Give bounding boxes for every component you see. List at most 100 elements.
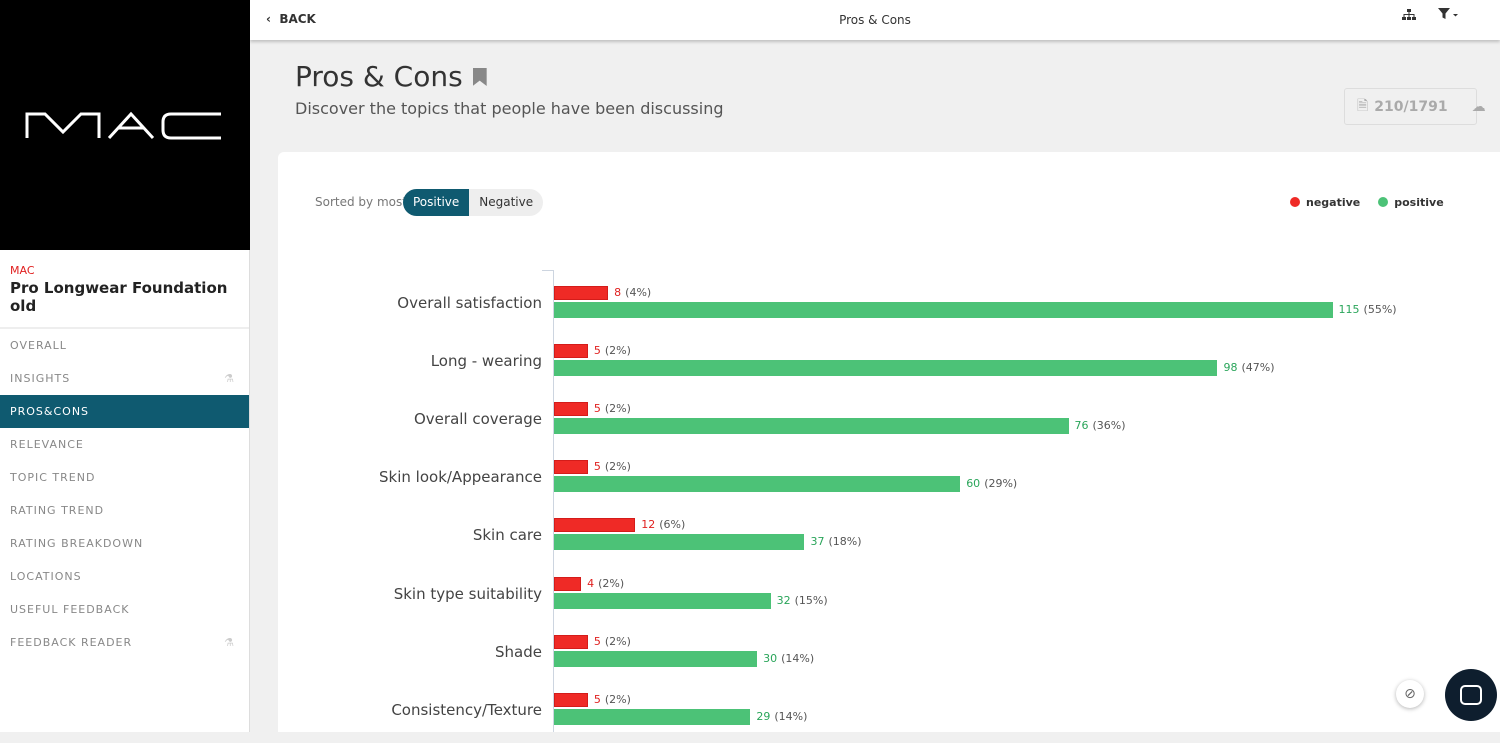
sidebar-item-rating-breakdown[interactable]: RATING BREAKDOWN — [0, 527, 249, 560]
category-label: Consistency/Texture — [391, 700, 542, 719]
negative-value-label: 12 (6%) — [641, 518, 686, 532]
mac-logo — [25, 111, 221, 140]
negative-bar[interactable] — [554, 402, 588, 417]
negative-value-label: 5 (2%) — [593, 634, 631, 648]
brand-logo — [0, 0, 250, 250]
negative-bar[interactable] — [554, 460, 588, 475]
sidebar-item-locations[interactable]: LOCATIONS — [0, 560, 249, 593]
positive-value-label: 29 (14%) — [756, 709, 808, 723]
sort-label: Sorted by most — [315, 195, 407, 209]
sitemap-icon[interactable] — [1402, 9, 1416, 25]
chart-axis — [553, 270, 554, 732]
chart-card — [278, 152, 1500, 732]
sidebar-item-rating-trend[interactable]: RATING TREND — [0, 494, 249, 527]
negative-bar[interactable] — [554, 634, 588, 649]
flask-icon: ⚗ — [224, 372, 235, 385]
sidebar-item-label: PROS&CONS — [10, 405, 90, 418]
sidebar-item-insights[interactable]: INSIGHTS ⚗ — [0, 362, 249, 395]
top-bar: ‹ BACK Pros & Cons — [250, 0, 1500, 40]
axis-tick — [542, 270, 553, 271]
chart-row: Consistency/Texture 5 (2%) 29 (14%) — [0, 692, 1500, 743]
sort-negative-button[interactable]: Negative — [479, 195, 534, 209]
positive-bar[interactable] — [554, 534, 805, 551]
page-title: Pros & Cons — [295, 60, 487, 93]
chart-row: Skin care 12 (6%) 37 (18%) — [0, 518, 1500, 568]
brand-name: MAC — [10, 264, 35, 277]
chevron-left-icon: ‹ — [266, 12, 271, 26]
positive-bar[interactable] — [554, 418, 1069, 435]
sidebar-item-pros-cons[interactable]: PROS&CONS — [0, 395, 249, 428]
category-label: Overall satisfaction — [397, 294, 542, 312]
chart-legend: negative positive — [1290, 196, 1444, 209]
negative-value-label: 5 (2%) — [593, 460, 631, 474]
sidebar-item-label: INSIGHTS — [10, 372, 71, 385]
negative-bar[interactable] — [554, 344, 588, 359]
chat-icon — [1460, 685, 1482, 705]
legend-negative: negative — [1290, 196, 1360, 209]
chart-row: Overall coverage 5 (2%) 76 (36%) — [0, 402, 1500, 452]
positive-value-label: 98 (47%) — [1223, 361, 1275, 375]
negative-bar[interactable] — [554, 518, 636, 533]
negative-value-label: 8 (4%) — [614, 286, 652, 299]
negative-value-label: 4 (2%) — [587, 576, 625, 590]
chart-row: Shade 5 (2%) 30 (14%) — [0, 634, 1500, 685]
category-label: Skin care — [472, 526, 542, 545]
category-label: Skin type suitability — [393, 584, 542, 603]
category-label: Shade — [495, 642, 542, 661]
sort-positive-button[interactable]: Positive — [403, 189, 470, 216]
sidebar: MAC Pro Longwear Foundation old OVERALL I… — [0, 0, 250, 732]
filter-icon[interactable] — [1438, 7, 1460, 25]
sidebar-item-overall[interactable]: OVERALL — [0, 329, 249, 362]
top-title: Pros & Cons — [839, 13, 911, 27]
chart-row: Skin type suitability 4 (2%) 32 (15%) — [0, 576, 1500, 627]
product-header: MAC Pro Longwear Foundation old — [0, 250, 249, 329]
positive-bar[interactable] — [554, 476, 961, 493]
sidebar-item-label: TOPIC TREND — [10, 471, 96, 484]
chart-row: Skin look/Appearance 5 (2%) 60 (29%) — [0, 460, 1500, 510]
negative-value-label: 5 (2%) — [593, 692, 631, 706]
chat-launcher-button[interactable] — [1445, 669, 1497, 721]
chart-row: Long - wearing 5 (2%) 98 (47%) — [0, 344, 1500, 394]
positive-bar[interactable] — [554, 708, 751, 725]
negative-bar[interactable] — [554, 692, 588, 707]
product-name: Pro Longwear Foundation old — [10, 279, 228, 315]
back-button[interactable]: ‹ BACK — [266, 12, 316, 26]
positive-bar[interactable] — [554, 592, 771, 609]
positive-value-label: 115 (55%) — [1338, 303, 1397, 316]
sidebar-item-label: RATING BREAKDOWN — [10, 537, 144, 550]
positive-value-label: 37 (18%) — [810, 535, 862, 549]
sort-toggle[interactable]: Positive Negative — [403, 189, 544, 216]
cloud-download-icon[interactable]: ☁ — [1471, 98, 1486, 115]
sidebar-item-label: USEFUL FEEDBACK — [10, 603, 130, 616]
positive-value-label: 32 (15%) — [776, 593, 828, 607]
sidebar-item-feedback-reader[interactable]: FEEDBACK READER ⚗ — [0, 626, 249, 659]
sidebar-item-topic-trend[interactable]: TOPIC TREND — [0, 461, 249, 494]
flask-icon: ⚗ — [224, 636, 235, 649]
page-subtitle: Discover the topics that people have bee… — [295, 99, 724, 118]
chart-row: Overall satisfaction 8 (4%) 115 (55%) — [0, 286, 1500, 336]
sidebar-item-label: OVERALL — [10, 339, 67, 352]
category-label: Long - wearing — [430, 352, 542, 371]
review-counter: 🗎 210/1791 ☁ — [1344, 88, 1486, 125]
sidebar-item-useful-feedback[interactable]: USEFUL FEEDBACK — [0, 593, 249, 626]
positive-value-label: 60 (29%) — [966, 477, 1018, 491]
sidebar-item-label: RATING TREND — [10, 504, 105, 517]
positive-bar[interactable] — [554, 360, 1218, 377]
category-label: Overall coverage — [413, 410, 542, 429]
positive-value-label: 76 (36%) — [1074, 419, 1126, 433]
sidebar-item-label: RELEVANCE — [10, 438, 84, 451]
positive-bar[interactable] — [554, 302, 1333, 318]
negative-bar[interactable] — [554, 576, 582, 591]
sidebar-item-label: FEEDBACK READER — [10, 636, 133, 649]
positive-value-label: 30 (14%) — [763, 651, 815, 665]
bookmark-icon[interactable] — [472, 68, 487, 86]
positive-bar[interactable] — [554, 650, 758, 667]
negative-bar[interactable] — [554, 286, 609, 300]
compass-button[interactable]: ⊘ — [1396, 680, 1424, 708]
legend-positive: positive — [1378, 196, 1444, 209]
sidebar-item-relevance[interactable]: RELEVANCE — [0, 428, 249, 461]
document-icon: 🗎 — [1357, 97, 1369, 114]
back-label: BACK — [279, 12, 316, 26]
negative-value-label: 5 (2%) — [593, 344, 631, 358]
negative-value-label: 5 (2%) — [593, 402, 631, 416]
